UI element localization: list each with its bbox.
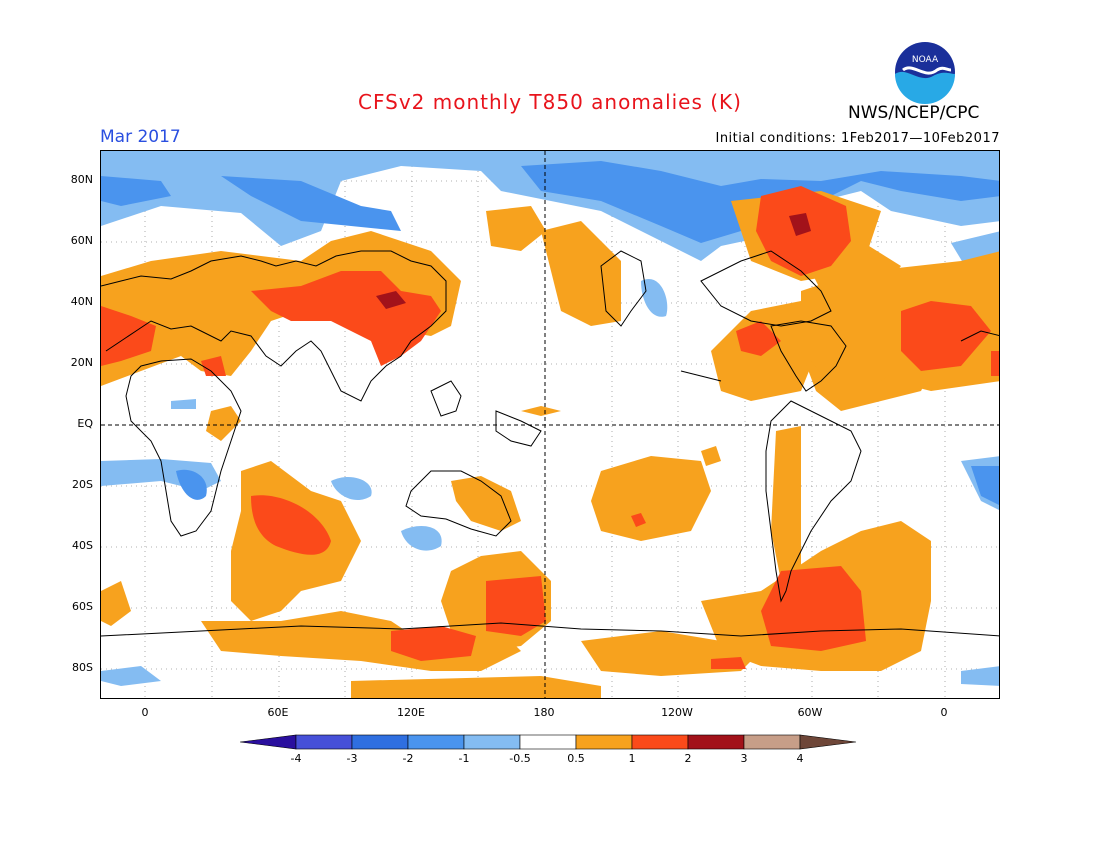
colorbar-label: -3 <box>346 752 358 765</box>
colorbar-label: 2 <box>684 752 692 765</box>
warm-anomaly-light <box>101 191 999 698</box>
colorbar-segment <box>351 734 409 750</box>
chart-title: CFSv2 monthly T850 anomalies (K) <box>358 90 742 114</box>
noaa-logo: NOAA <box>893 40 957 104</box>
colorbar-segment <box>239 734 297 750</box>
colorbar-segment <box>687 734 745 750</box>
lon-label: 60E <box>267 706 289 719</box>
lat-label: 60N <box>70 234 93 247</box>
colorbar-segment <box>519 734 577 750</box>
colorbar-label: -1 <box>458 752 470 765</box>
lat-label: 20S <box>72 478 93 491</box>
initial-conditions-label: Initial conditions: 1Feb2017—10Feb2017 <box>715 131 1000 146</box>
lon-label: 60W <box>797 706 823 719</box>
lat-label: 60S <box>72 600 93 613</box>
colorbar-label: -0.5 <box>509 752 531 765</box>
lat-label: 40S <box>72 539 93 552</box>
warm-anomaly-medium <box>101 186 999 669</box>
organization-label: NWS/NCEP/CPC <box>848 103 980 123</box>
colorbar-segment <box>407 734 465 750</box>
month-label: Mar 2017 <box>100 127 181 147</box>
coastlines <box>101 250 999 637</box>
lon-label: 120E <box>397 706 425 719</box>
warm-anomaly-strong <box>376 213 811 309</box>
colorbar-segment <box>575 734 633 750</box>
colorbar-label: 1 <box>628 752 636 765</box>
lon-label: 0 <box>141 706 149 719</box>
colorbar-label: 3 <box>740 752 748 765</box>
lon-label: 0 <box>940 706 948 719</box>
lat-label: 80S <box>72 661 93 674</box>
lat-label: EQ <box>77 417 93 430</box>
colorbar-segment <box>743 734 801 750</box>
colorbar-label: -4 <box>290 752 302 765</box>
colorbar-segment <box>295 734 353 750</box>
colorbar-segment <box>631 734 689 750</box>
lon-label: 120W <box>661 706 693 719</box>
lon-label: 180 <box>533 706 555 719</box>
colorbar-segment <box>799 734 857 750</box>
colorbar-label: 4 <box>796 752 804 765</box>
anomaly-map <box>100 150 1000 699</box>
lat-label: 40N <box>70 295 93 308</box>
colorbar-label: -2 <box>402 752 414 765</box>
colorbar-label: 0.5 <box>567 752 585 765</box>
svg-text:NOAA: NOAA <box>912 55 939 65</box>
lat-label: 80N <box>70 173 93 186</box>
colorbar-segment <box>463 734 521 750</box>
colorbar <box>239 734 862 754</box>
lat-label: 20N <box>70 356 93 369</box>
